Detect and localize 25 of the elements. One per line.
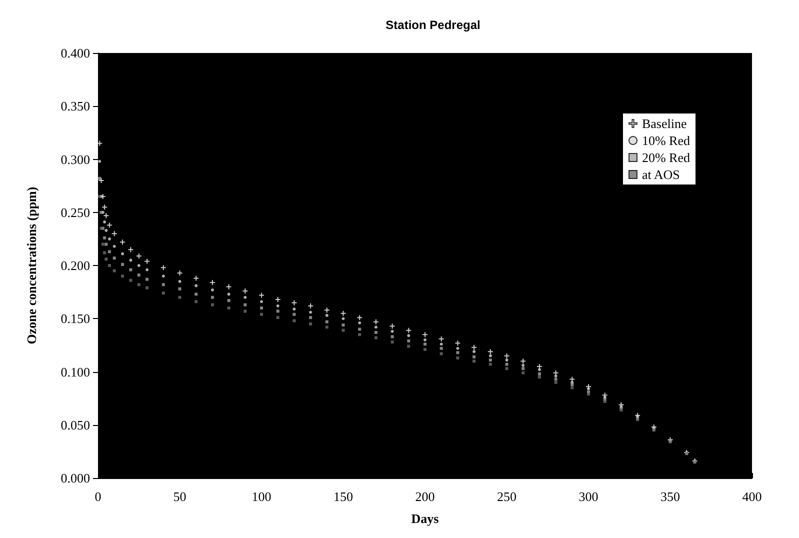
y-tick-label: 0.300 — [60, 152, 90, 167]
x-axis-title: Days — [411, 511, 439, 526]
x-tick-label: 50 — [173, 489, 186, 504]
y-tick-label: 0.350 — [60, 98, 90, 114]
x-tick-label: 150 — [334, 489, 353, 504]
chart-title: Station Pedregal — [386, 18, 480, 32]
legend-label: at AOS — [642, 167, 680, 182]
y-tick-label: 0.000 — [60, 470, 90, 486]
x-tick-label: 300 — [578, 489, 598, 504]
y-tick-label: 0.050 — [60, 417, 90, 432]
x-tick-label: 350 — [660, 489, 680, 504]
legend-label: 10% Red — [642, 133, 690, 148]
x-tick-label: 200 — [415, 489, 435, 504]
y-tick-label: 0.150 — [60, 311, 90, 326]
y-tick-label: 0.400 — [60, 46, 90, 60]
y-tick-label: 0.200 — [60, 258, 90, 273]
x-tick-label: 250 — [497, 489, 516, 504]
x-tick-label: 100 — [252, 489, 272, 504]
legend-label: 20% Red — [642, 150, 690, 165]
y-tick-label: 0.250 — [60, 204, 90, 220]
legend-label: Baseline — [642, 116, 687, 131]
x-tick-label: 0 — [94, 489, 102, 504]
x-tick-label: 400 — [742, 489, 762, 504]
y-axis-title: Ozone concentrations (ppm) — [24, 186, 39, 344]
y-tick-label: 0.100 — [60, 364, 90, 380]
